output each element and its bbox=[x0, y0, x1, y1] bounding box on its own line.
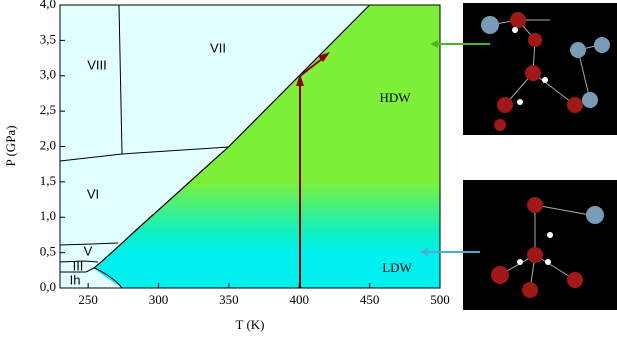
y-tick-label: 1,5 bbox=[40, 173, 56, 188]
y-tick-label: 2,5 bbox=[40, 102, 56, 117]
melting-line bbox=[93, 4, 371, 269]
phase-boundary bbox=[59, 242, 119, 246]
y-axis-label: P (GPa) bbox=[3, 125, 18, 166]
region-label: VII bbox=[210, 40, 226, 55]
phase-boundary bbox=[60, 267, 95, 273]
arrow-head bbox=[420, 248, 428, 256]
region-label: VIII bbox=[87, 57, 107, 72]
y-tick-label: 0,0 bbox=[40, 279, 56, 294]
x-tick-label: 400 bbox=[290, 292, 310, 307]
region-label: HDW bbox=[379, 90, 411, 105]
arrow-head bbox=[296, 52, 330, 86]
x-axis-label: T (K) bbox=[235, 317, 264, 332]
phase-boundary bbox=[59, 146, 230, 162]
y-tick-label: 1,0 bbox=[40, 208, 56, 223]
region-label: Ih bbox=[70, 272, 81, 287]
y-tick-label: 2,0 bbox=[40, 137, 56, 152]
y-tick-label: 3,0 bbox=[40, 67, 56, 82]
y-tick-label: 0,5 bbox=[40, 244, 56, 259]
phase-boundary bbox=[93, 267, 123, 289]
y-tick-label: 3,5 bbox=[40, 31, 56, 46]
x-tick-label: 450 bbox=[360, 292, 380, 307]
x-tick-label: 500 bbox=[430, 292, 450, 307]
molecule-images bbox=[420, 3, 617, 310]
atoms bbox=[481, 12, 610, 298]
liquid-region bbox=[94, 5, 440, 288]
region-label: LDW bbox=[382, 260, 412, 275]
region-label: VI bbox=[87, 186, 99, 201]
plot-area bbox=[59, 4, 441, 289]
y-tick-label: 4,0 bbox=[40, 0, 56, 11]
x-tick-label: 300 bbox=[149, 292, 169, 307]
region-label: III bbox=[73, 258, 84, 273]
region-label: V bbox=[84, 243, 93, 258]
x-tick-label: 350 bbox=[219, 292, 239, 307]
arrow-head bbox=[430, 40, 438, 48]
phase-boundary bbox=[118, 4, 123, 155]
phase-boundary bbox=[59, 260, 99, 263]
x-tick-label: 250 bbox=[78, 292, 98, 307]
